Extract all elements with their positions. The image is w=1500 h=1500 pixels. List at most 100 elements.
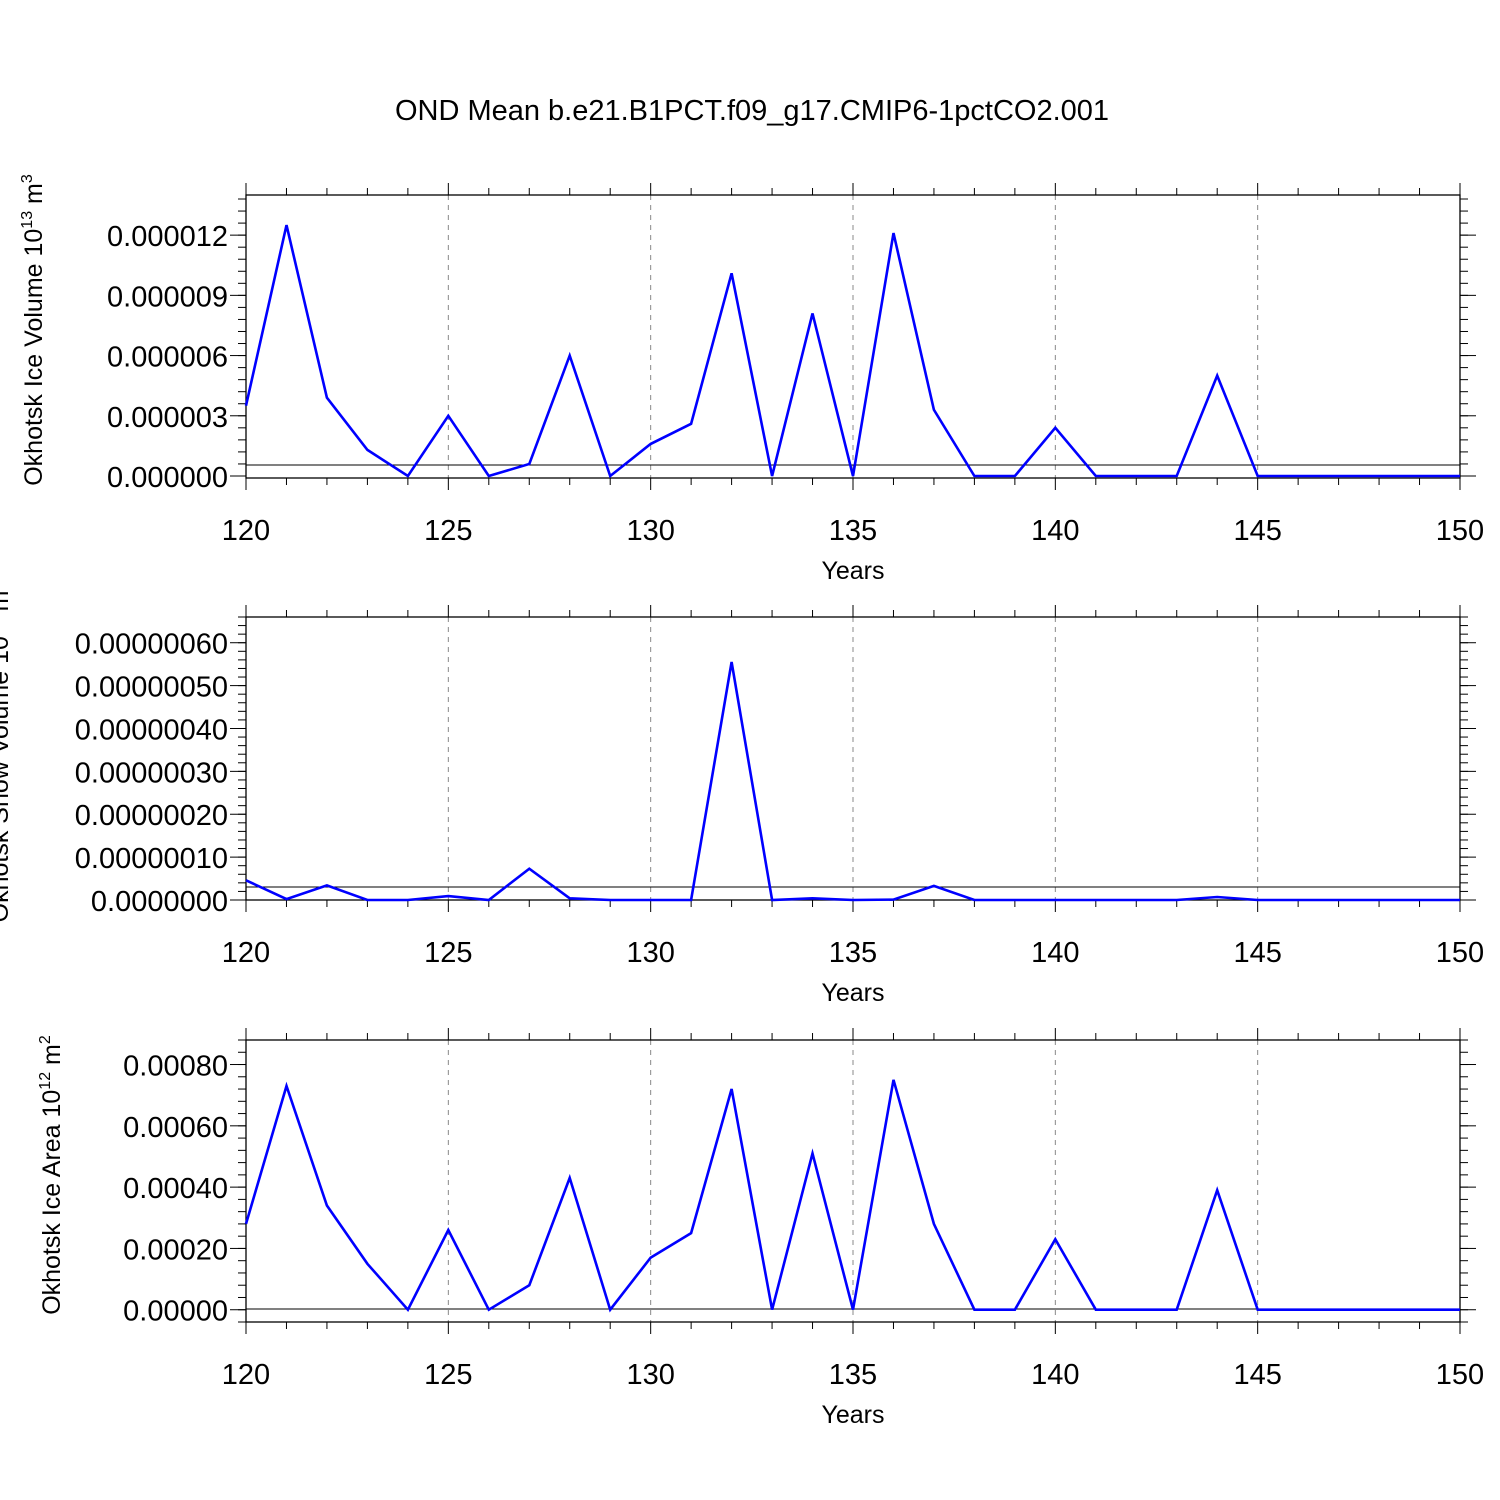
data-point bbox=[325, 396, 329, 400]
data-point bbox=[608, 474, 612, 478]
data-point bbox=[527, 867, 531, 871]
data-point bbox=[527, 462, 531, 466]
data-point bbox=[1013, 898, 1017, 902]
data-point bbox=[406, 474, 410, 478]
data-point bbox=[487, 898, 491, 902]
data-point bbox=[1134, 1308, 1138, 1312]
data-point bbox=[487, 1308, 491, 1312]
data-point bbox=[811, 311, 815, 315]
data-point bbox=[568, 896, 572, 900]
y-tick-label: 0.00060 bbox=[123, 1112, 228, 1144]
x-axis-label: Years bbox=[821, 979, 884, 1007]
data-point bbox=[446, 414, 450, 418]
x-tick-label: 135 bbox=[829, 937, 877, 969]
x-tick-label: 145 bbox=[1233, 1359, 1281, 1391]
data-point bbox=[851, 898, 855, 902]
data-point bbox=[811, 896, 815, 900]
x-tick-label: 140 bbox=[1031, 937, 1079, 969]
data-point bbox=[1296, 898, 1300, 902]
x-tick-label: 125 bbox=[424, 937, 472, 969]
data-point bbox=[325, 883, 329, 887]
x-tick-label: 150 bbox=[1436, 515, 1484, 547]
panel-3: 0.00000 0.00020 0.00040 0.00060 0.00080 120 12… bbox=[37, 1028, 1484, 1429]
x-tick-label: 125 bbox=[424, 1359, 472, 1391]
data-point bbox=[1053, 426, 1057, 430]
x-axis-label: Years bbox=[821, 557, 884, 585]
data-point bbox=[284, 1084, 288, 1088]
data-point bbox=[244, 1222, 248, 1226]
x-tick-label: 140 bbox=[1031, 1359, 1079, 1391]
data-point bbox=[932, 1222, 936, 1226]
data-point bbox=[1094, 898, 1098, 902]
series-line bbox=[244, 224, 1460, 479]
data-point bbox=[1215, 374, 1219, 378]
data-point bbox=[325, 1204, 329, 1208]
data-point bbox=[1458, 1308, 1462, 1312]
data-point bbox=[284, 223, 288, 227]
x-tick-label: 120 bbox=[222, 515, 270, 547]
y-tick-label: 0.00000030 bbox=[75, 757, 228, 789]
y-tick-label: 0.00000010 bbox=[75, 843, 228, 875]
x-tick-label: 150 bbox=[1436, 1359, 1484, 1391]
data-point bbox=[972, 898, 976, 902]
data-point bbox=[770, 898, 774, 902]
data-point bbox=[365, 898, 369, 902]
y-tick-label: 0.00000 bbox=[123, 1296, 228, 1328]
x-tick-label: 145 bbox=[1233, 515, 1281, 547]
x-tick-label: 135 bbox=[829, 515, 877, 547]
data-point bbox=[446, 894, 450, 898]
data-point bbox=[1337, 474, 1341, 478]
data-point bbox=[1053, 898, 1057, 902]
data-point bbox=[1337, 898, 1341, 902]
x-tick-label: 140 bbox=[1031, 515, 1079, 547]
data-point bbox=[1377, 898, 1381, 902]
series-line bbox=[245, 661, 1460, 902]
data-point bbox=[730, 271, 734, 275]
x-tick-label: 130 bbox=[626, 937, 674, 969]
data-point bbox=[1458, 898, 1462, 902]
y-tick-label: 0.000000 bbox=[107, 462, 228, 494]
data-point bbox=[730, 1087, 734, 1091]
data-point bbox=[1256, 898, 1260, 902]
data-point bbox=[1094, 474, 1098, 478]
data-point bbox=[811, 1151, 815, 1155]
data-point bbox=[891, 898, 895, 902]
data-point bbox=[1296, 474, 1300, 478]
data-point bbox=[1256, 474, 1260, 478]
data-point bbox=[649, 898, 653, 902]
y-axis-label: Okhotsk Snow Volume 1013 m3 bbox=[0, 582, 14, 923]
x-tick-label: 135 bbox=[829, 1359, 877, 1391]
y-axis-label: Okhotsk Ice Volume 1013 m3 bbox=[19, 174, 48, 486]
data-point bbox=[527, 1283, 531, 1287]
data-point bbox=[649, 442, 653, 446]
y-tick-label: 0.00000020 bbox=[75, 800, 228, 832]
data-point bbox=[284, 897, 288, 901]
data-point bbox=[1215, 1188, 1219, 1192]
x-tick-label: 120 bbox=[222, 937, 270, 969]
x-tick-label: 120 bbox=[222, 1359, 270, 1391]
series-line bbox=[244, 1079, 1460, 1313]
data-point bbox=[1175, 898, 1179, 902]
data-point bbox=[568, 1176, 572, 1180]
data-point bbox=[891, 231, 895, 235]
y-tick-label: 0.00040 bbox=[123, 1173, 228, 1205]
panel-2: 0.0000000 0.00000010 0.00000020 0.00000030 0… bbox=[0, 582, 1484, 1007]
chart-panels: 0.000000 0.000003 0.000006 0.000009 0.000012… bbox=[0, 174, 1484, 1429]
data-point bbox=[608, 1308, 612, 1312]
data-point bbox=[1134, 474, 1138, 478]
data-point bbox=[568, 354, 572, 358]
data-point bbox=[689, 1231, 693, 1235]
data-point bbox=[1013, 1308, 1017, 1312]
data-point bbox=[1013, 474, 1017, 478]
y-tick-label: 0.00000060 bbox=[75, 629, 228, 661]
data-point bbox=[365, 448, 369, 452]
x-tick-label: 125 bbox=[424, 515, 472, 547]
data-point bbox=[1053, 1237, 1057, 1241]
data-point bbox=[851, 474, 855, 478]
panel-1: 0.000000 0.000003 0.000006 0.000009 0.000012… bbox=[19, 174, 1484, 585]
data-point bbox=[932, 408, 936, 412]
x-axis-label: Years bbox=[821, 1401, 884, 1429]
data-point bbox=[1377, 1308, 1381, 1312]
data-point bbox=[770, 474, 774, 478]
